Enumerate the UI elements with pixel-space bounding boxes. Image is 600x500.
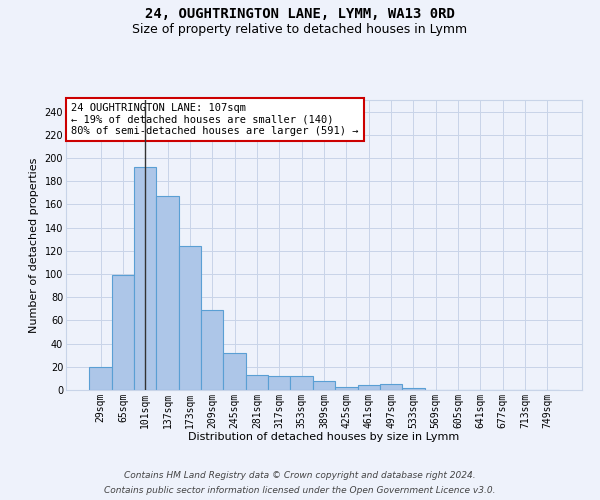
- Bar: [112, 275, 134, 390]
- Bar: [179, 246, 201, 390]
- Text: 24, OUGHTRINGTON LANE, LYMM, WA13 0RD: 24, OUGHTRINGTON LANE, LYMM, WA13 0RD: [145, 8, 455, 22]
- Y-axis label: Number of detached properties: Number of detached properties: [29, 158, 39, 332]
- Bar: [157, 196, 179, 390]
- Text: Distribution of detached houses by size in Lymm: Distribution of detached houses by size …: [188, 432, 460, 442]
- Bar: [313, 380, 335, 390]
- Bar: [402, 388, 425, 390]
- Bar: [134, 168, 157, 390]
- Text: Contains HM Land Registry data © Crown copyright and database right 2024.: Contains HM Land Registry data © Crown c…: [124, 471, 476, 480]
- Bar: [335, 386, 358, 390]
- Bar: [89, 367, 112, 390]
- Bar: [223, 353, 246, 390]
- Text: Size of property relative to detached houses in Lymm: Size of property relative to detached ho…: [133, 22, 467, 36]
- Text: Contains public sector information licensed under the Open Government Licence v3: Contains public sector information licen…: [104, 486, 496, 495]
- Bar: [201, 310, 223, 390]
- Bar: [268, 376, 290, 390]
- Bar: [358, 386, 380, 390]
- Bar: [290, 376, 313, 390]
- Text: 24 OUGHTRINGTON LANE: 107sqm
← 19% of detached houses are smaller (140)
80% of s: 24 OUGHTRINGTON LANE: 107sqm ← 19% of de…: [71, 103, 359, 136]
- Bar: [380, 384, 402, 390]
- Bar: [246, 375, 268, 390]
